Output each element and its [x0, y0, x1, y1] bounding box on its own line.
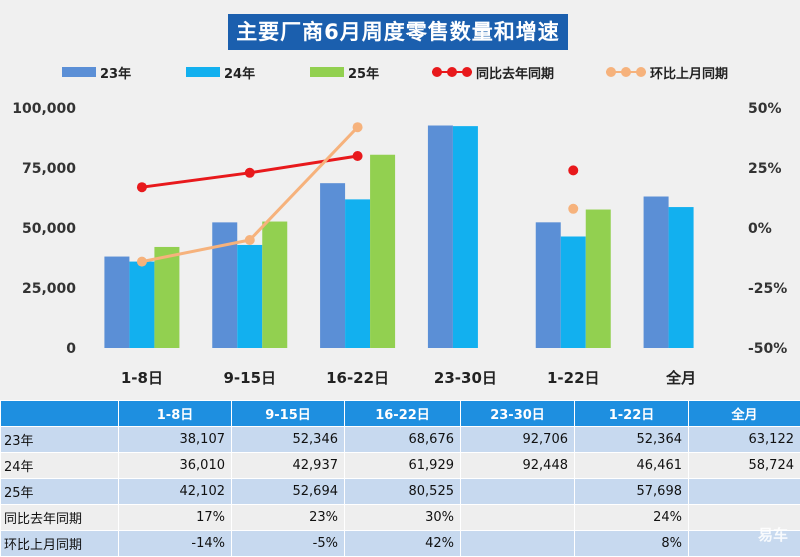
table-header-cell: 23-30日 [461, 401, 575, 427]
bar-24年 [561, 236, 586, 348]
table-header-cell: 9-15日 [232, 401, 345, 427]
y-left-tick-label: 75,000 [22, 161, 76, 177]
bar-24年 [129, 262, 154, 348]
y-right-tick-label: -50% [748, 341, 787, 357]
table-cell: 68,676 [345, 427, 461, 453]
table-header-row: 1-8日 9-15日 16-22日 23-30日 1-22日 全月 [1, 401, 800, 427]
table-cell: 42,937 [232, 453, 345, 479]
table-cell: 46,461 [575, 453, 689, 479]
table-header-cell: 1-8日 [119, 401, 232, 427]
x-category-label: 全月 [665, 369, 696, 387]
table-cell: 61,929 [345, 453, 461, 479]
table-cell: 80,525 [345, 479, 461, 505]
y-right-tick-label: 0% [748, 221, 772, 237]
table-header-cell: 16-22日 [345, 401, 461, 427]
table-cell: 52,694 [232, 479, 345, 505]
table-cell [461, 505, 575, 531]
table-cell: 63,122 [689, 427, 800, 453]
bar-25年 [154, 247, 179, 348]
table-row: 25年 42,102 52,694 80,525 57,698 [1, 479, 800, 505]
x-category-label: 1-8日 [121, 369, 163, 387]
data-table: 1-8日 9-15日 16-22日 23-30日 1-22日 全月 23年 38… [0, 400, 800, 557]
table-cell: 52,364 [575, 427, 689, 453]
point-环比上月同期 [568, 204, 578, 214]
y-left-tick-label: 50,000 [22, 221, 76, 237]
watermark: 易车 [758, 524, 788, 545]
table-cell [461, 479, 575, 505]
y-right-tick-label: 25% [748, 161, 782, 177]
table-cell: 17% [119, 505, 232, 531]
bar-23年 [212, 222, 237, 348]
table-cell: 38,107 [119, 427, 232, 453]
bar-23年 [428, 126, 453, 348]
table-row: 23年 38,107 52,346 68,676 92,706 52,364 6… [1, 427, 800, 453]
bar-23年 [320, 183, 345, 348]
bar-24年 [237, 245, 262, 348]
table-header-cell [1, 401, 119, 427]
table-cell [689, 479, 800, 505]
table-cell: 42,102 [119, 479, 232, 505]
x-category-label: 1-22日 [547, 369, 600, 387]
y-left-tick-label: 25,000 [22, 281, 76, 297]
bar-25年 [586, 210, 611, 348]
point-环比上月同期 [137, 257, 147, 267]
table-header-cell: 全月 [689, 401, 800, 427]
y-right-tick-label: 50% [748, 101, 782, 117]
point-同比去年同期 [137, 182, 147, 192]
table-cell: 57,698 [575, 479, 689, 505]
table-row: 同比去年同期 17% 23% 30% 24% [1, 505, 800, 531]
bar-25年 [370, 155, 395, 348]
bar-23年 [644, 197, 669, 348]
point-同比去年同期 [353, 151, 363, 161]
x-category-label: 16-22日 [326, 369, 389, 387]
table-cell: 52,346 [232, 427, 345, 453]
bar-24年 [345, 199, 370, 348]
point-环比上月同期 [245, 235, 255, 245]
table-row-label: 同比去年同期 [1, 505, 119, 531]
table-cell: 58,724 [689, 453, 800, 479]
bar-24年 [669, 207, 694, 348]
y-left-tick-label: 0 [66, 341, 76, 357]
table-cell: 92,706 [461, 427, 575, 453]
table-cell: 23% [232, 505, 345, 531]
bar-23年 [536, 222, 561, 348]
point-同比去年同期 [245, 168, 255, 178]
table-row-label: 23年 [1, 427, 119, 453]
table-header-cell: 1-22日 [575, 401, 689, 427]
table-cell: 24% [575, 505, 689, 531]
point-同比去年同期 [568, 165, 578, 175]
table-cell: 30% [345, 505, 461, 531]
y-left-tick-label: 100,000 [12, 101, 76, 117]
table-row-label: 24年 [1, 453, 119, 479]
y-right-tick-label: -25% [748, 281, 787, 297]
bar-24年 [453, 126, 478, 348]
table-row-label: 25年 [1, 479, 119, 505]
chart-plot: 0 25,000 50,000 75,000 100,000 -50% -25% 0% 25% 5… [0, 0, 800, 400]
table-cell: 92,448 [461, 453, 575, 479]
table-cell: 36,010 [119, 453, 232, 479]
table-row: 24年 36,010 42,937 61,929 92,448 46,461 5… [1, 453, 800, 479]
point-环比上月同期 [353, 122, 363, 132]
bar-25年 [262, 222, 287, 348]
x-category-label: 23-30日 [434, 369, 497, 387]
x-category-label: 9-15日 [223, 369, 276, 387]
bar-23年 [104, 257, 129, 348]
